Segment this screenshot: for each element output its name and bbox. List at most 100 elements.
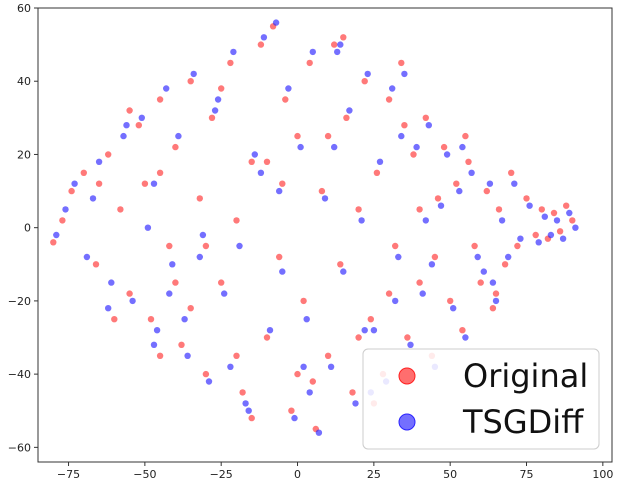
point-tsgdiff-24	[260, 34, 268, 41]
point-tsgdiff-49	[413, 143, 420, 151]
points-layer	[50, 19, 579, 436]
point-original-75	[111, 316, 118, 323]
point-tsgdiff-94	[392, 297, 399, 305]
point-original-9	[141, 180, 149, 187]
point-original-89	[95, 180, 103, 187]
point-tsgdiff-82	[306, 389, 313, 396]
x-axis: −75 −50 −25 0 25 50 75 100	[57, 462, 613, 481]
point-original-24	[257, 41, 265, 48]
legend-marker-tsgdiff	[398, 413, 416, 431]
point-tsgdiff-34	[321, 195, 329, 202]
point-original-22	[239, 389, 246, 396]
point-original-0	[50, 239, 57, 246]
x-tick-label: 100	[592, 468, 613, 481]
point-tsgdiff-78	[181, 316, 188, 323]
point-original-96	[294, 370, 301, 378]
point-tsgdiff-70	[547, 231, 555, 239]
point-tsgdiff-26	[272, 19, 280, 26]
point-tsgdiff-41	[364, 70, 371, 78]
point-original-42	[367, 316, 374, 323]
point-original-29	[288, 407, 295, 414]
point-tsgdiff-43	[376, 158, 384, 165]
point-original-74	[569, 217, 576, 224]
point-tsgdiff-90	[150, 180, 158, 187]
point-original-23	[248, 158, 255, 165]
point-tsgdiff-60	[480, 268, 487, 275]
legend-marker-original	[398, 367, 416, 385]
point-tsgdiff-99	[422, 217, 429, 224]
point-tsgdiff-1	[62, 206, 69, 213]
point-tsgdiff-54	[443, 151, 451, 158]
point-original-11	[156, 96, 164, 103]
point-tsgdiff-38	[346, 107, 353, 114]
point-tsgdiff-97	[361, 327, 368, 334]
point-tsgdiff-73	[566, 209, 573, 217]
x-tick-label: −50	[133, 468, 156, 481]
point-original-32	[306, 59, 313, 67]
point-original-61	[483, 187, 490, 195]
point-original-78	[187, 305, 194, 312]
point-tsgdiff-14	[184, 352, 191, 359]
point-original-64	[501, 261, 509, 268]
point-tsgdiff-66	[517, 235, 524, 242]
point-tsgdiff-6	[120, 132, 127, 140]
point-original-69	[538, 206, 545, 213]
x-tick-label: 50	[443, 468, 457, 481]
point-tsgdiff-83	[337, 41, 344, 48]
point-tsgdiff-35	[327, 363, 335, 370]
point-original-99	[416, 206, 423, 213]
y-tick-label: −40	[8, 368, 31, 381]
point-tsgdiff-80	[245, 407, 252, 414]
point-original-43	[373, 169, 381, 176]
point-tsgdiff-92	[257, 169, 265, 176]
point-original-54	[440, 143, 448, 151]
point-original-66	[514, 242, 521, 250]
point-original-94	[385, 290, 393, 297]
point-original-60	[477, 279, 484, 286]
point-tsgdiff-93	[331, 143, 338, 151]
point-original-31	[300, 297, 307, 305]
plot-frame	[37, 7, 613, 463]
point-tsgdiff-53	[437, 202, 445, 209]
point-tsgdiff-18	[211, 107, 219, 114]
point-tsgdiff-27	[279, 268, 286, 275]
x-tick-label: −25	[210, 468, 233, 481]
point-original-91	[202, 242, 210, 250]
legend: Original TSGDiff	[362, 348, 600, 450]
point-tsgdiff-37	[340, 268, 347, 275]
point-tsgdiff-2	[71, 180, 78, 187]
point-tsgdiff-74	[572, 224, 579, 231]
point-tsgdiff-71	[553, 217, 561, 224]
point-original-10	[147, 316, 155, 323]
point-original-53	[434, 195, 442, 202]
point-original-7	[126, 290, 133, 297]
point-original-79	[218, 85, 225, 92]
point-tsgdiff-40	[358, 217, 365, 224]
point-original-57	[459, 327, 466, 334]
point-original-85	[401, 122, 408, 129]
point-original-49	[410, 151, 417, 158]
point-original-35	[324, 352, 332, 359]
point-tsgdiff-86	[428, 261, 436, 268]
point-tsgdiff-48	[407, 341, 414, 348]
point-tsgdiff-22	[242, 400, 249, 407]
point-tsgdiff-30	[297, 143, 304, 151]
point-original-41	[361, 78, 368, 85]
point-tsgdiff-65	[511, 180, 518, 187]
y-tick-label: 0	[24, 222, 31, 235]
legend-label-original: Original	[463, 357, 588, 395]
point-tsgdiff-46	[395, 253, 402, 261]
point-tsgdiff-67	[526, 202, 533, 209]
point-tsgdiff-79	[214, 96, 222, 103]
point-tsgdiff-23	[251, 151, 258, 158]
point-tsgdiff-29	[291, 414, 298, 422]
point-tsgdiff-16	[199, 231, 207, 239]
point-tsgdiff-68	[535, 239, 542, 246]
point-original-30	[294, 132, 301, 140]
point-tsgdiff-4	[95, 158, 103, 165]
point-original-37	[337, 261, 344, 268]
point-tsgdiff-15	[190, 70, 197, 78]
point-original-65	[508, 169, 515, 176]
point-tsgdiff-50	[419, 290, 426, 297]
point-tsgdiff-91	[196, 253, 203, 261]
